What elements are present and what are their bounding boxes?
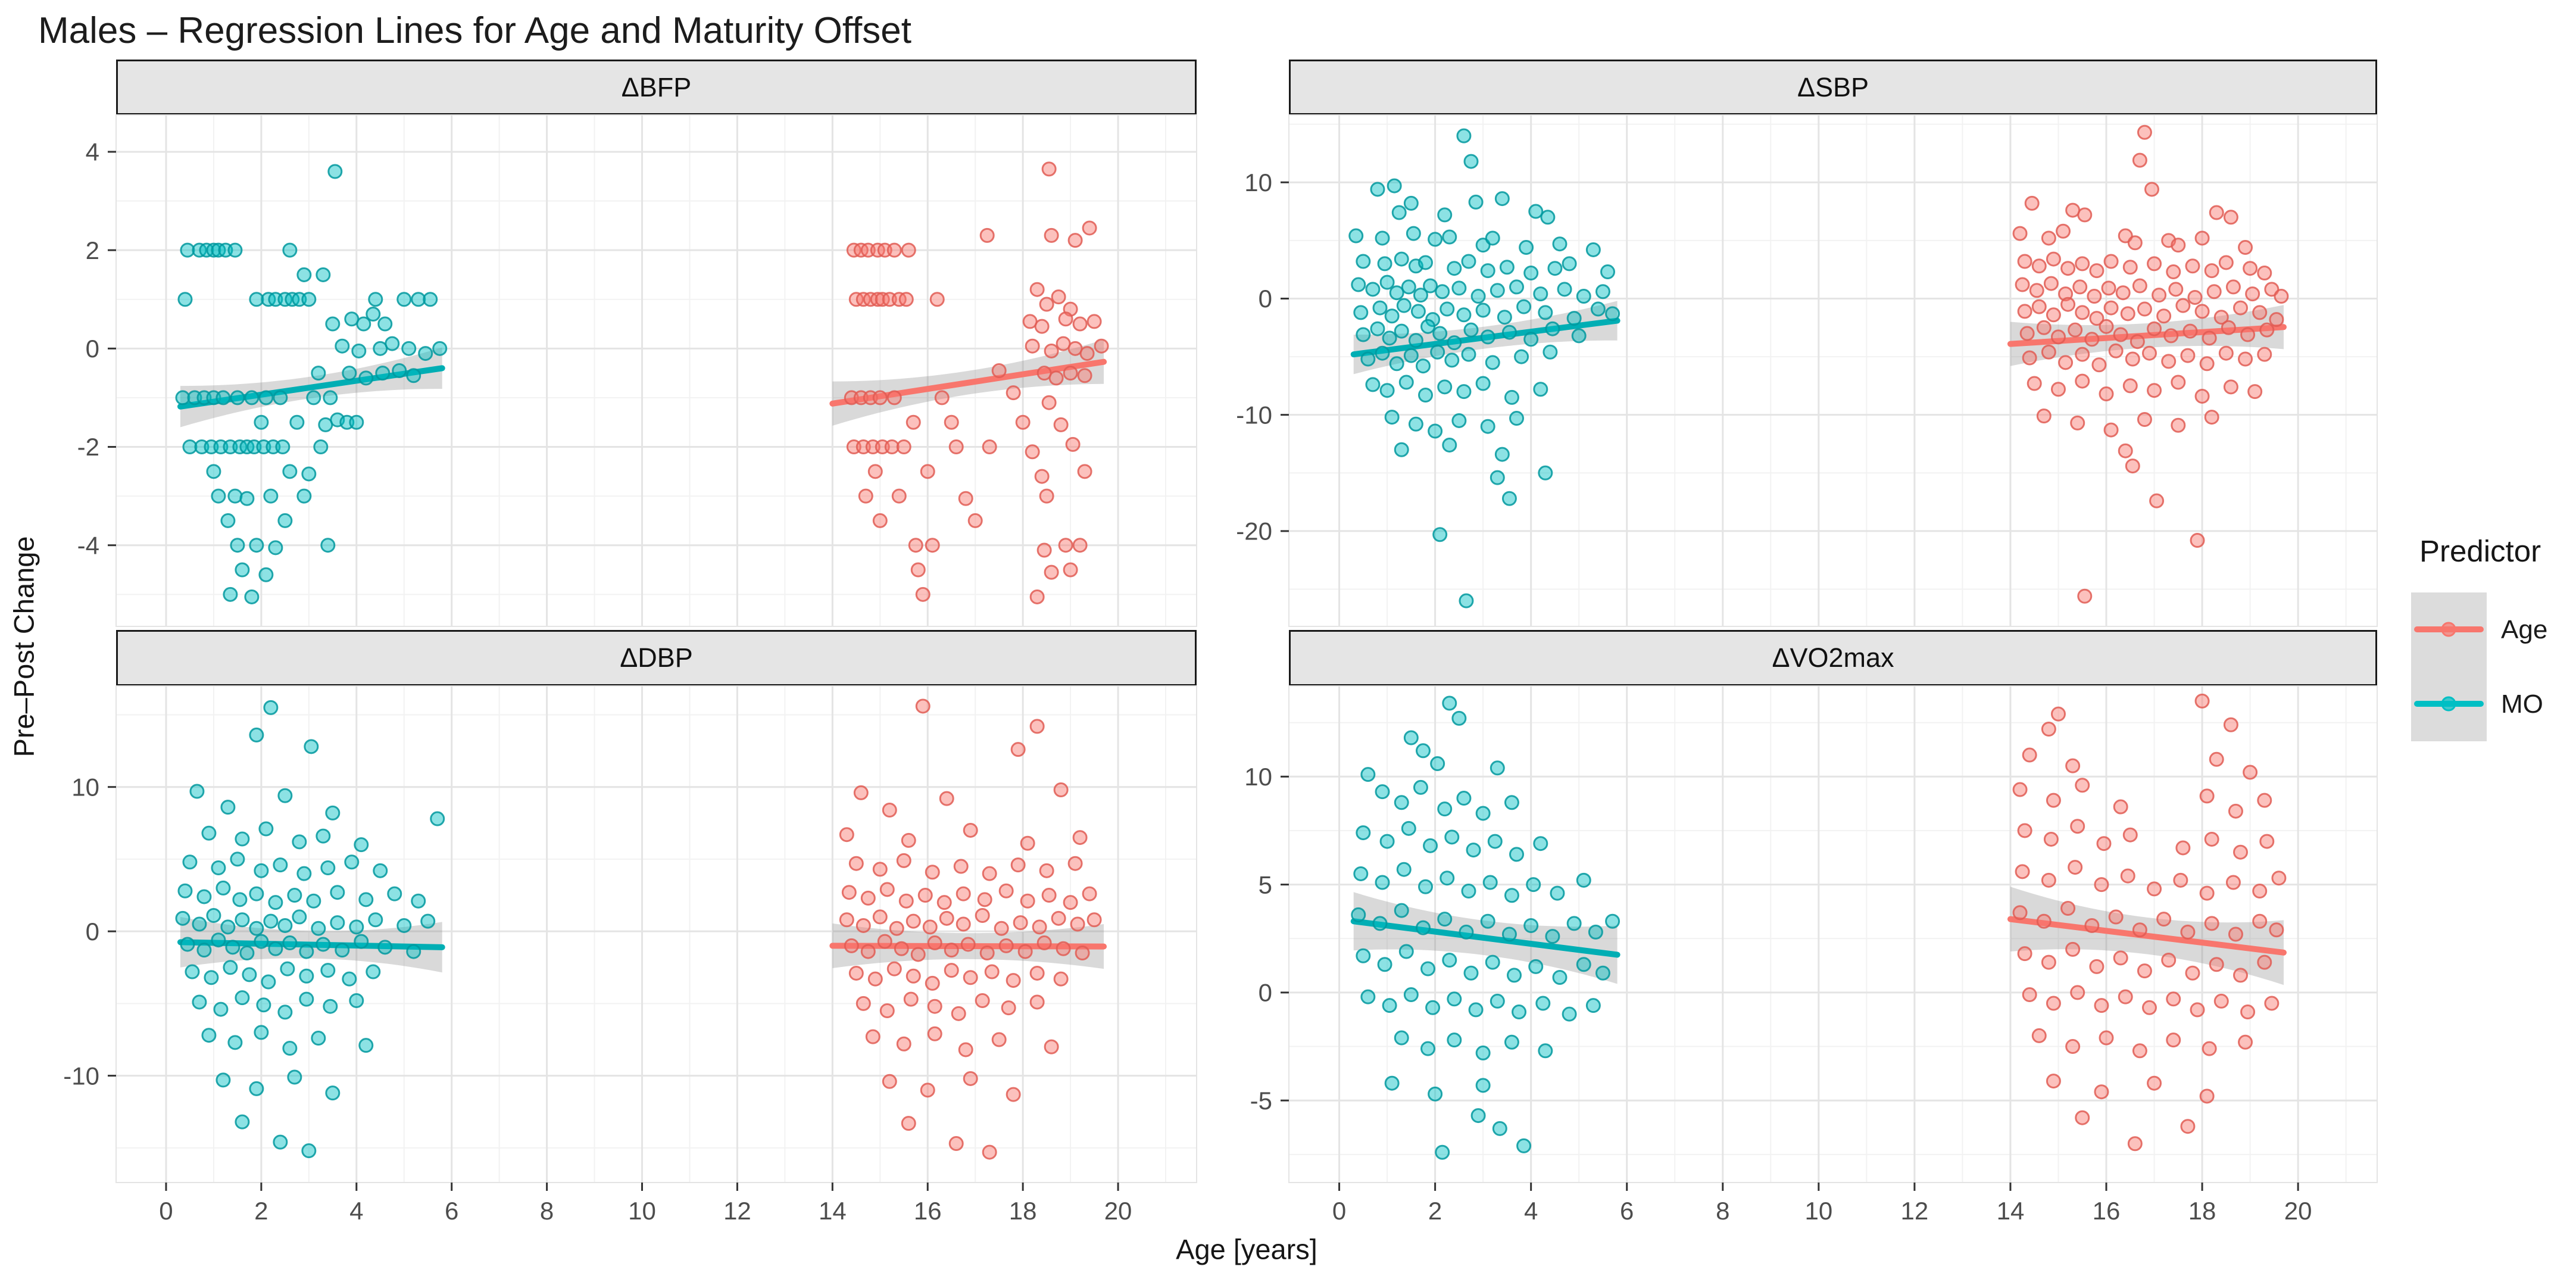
chart-title: Males – Regression Lines for Age and Mat… <box>38 10 911 51</box>
svg-text:6: 6 <box>1620 1197 1634 1225</box>
svg-text:0: 0 <box>1259 979 1272 1007</box>
svg-text:2: 2 <box>1428 1197 1442 1225</box>
legend-key-mo-swatch <box>2411 667 2487 741</box>
svg-text:-2: -2 <box>77 433 99 461</box>
x-axis-title: Age [years] <box>1176 1233 1317 1265</box>
facet-strip-sbp: ΔSBP <box>1289 60 2377 115</box>
svg-text:8: 8 <box>1716 1197 1729 1225</box>
svg-text:16: 16 <box>914 1197 942 1225</box>
svg-text:0: 0 <box>86 335 99 363</box>
svg-text:4: 4 <box>86 138 99 166</box>
svg-text:14: 14 <box>819 1197 847 1225</box>
svg-text:0: 0 <box>1259 285 1272 313</box>
svg-text:8: 8 <box>540 1197 554 1225</box>
legend-label-age: Age <box>2501 614 2548 644</box>
svg-text:-4: -4 <box>77 531 99 559</box>
facet-strip-label: ΔBFP <box>621 71 692 102</box>
svg-text:-20: -20 <box>1236 517 1272 545</box>
facet-strip-label: ΔSBP <box>1797 71 1869 102</box>
legend-keys: Age MO <box>2411 592 2547 741</box>
svg-text:6: 6 <box>445 1197 458 1225</box>
legend-item-mo: MO <box>2411 667 2547 741</box>
svg-text:20: 20 <box>2284 1197 2312 1225</box>
legend-key-age-swatch <box>2411 592 2487 667</box>
svg-text:-5: -5 <box>1250 1087 1272 1115</box>
svg-text:12: 12 <box>723 1197 751 1225</box>
svg-text:16: 16 <box>2093 1197 2121 1225</box>
svg-text:4: 4 <box>349 1197 363 1225</box>
svg-text:2: 2 <box>254 1197 268 1225</box>
legend-label-mo: MO <box>2501 689 2543 719</box>
facet-strip-label: ΔVO2max <box>1772 642 1894 673</box>
svg-text:10: 10 <box>71 773 99 801</box>
svg-text:12: 12 <box>1901 1197 1929 1225</box>
facet-strip-vo2max: ΔVO2max <box>1289 630 2377 686</box>
svg-text:14: 14 <box>1997 1197 2025 1225</box>
svg-text:10: 10 <box>628 1197 656 1225</box>
svg-text:-10: -10 <box>63 1062 99 1090</box>
svg-text:18: 18 <box>2188 1197 2216 1225</box>
svg-text:2: 2 <box>86 236 99 264</box>
facet-strip-bfp: ΔBFP <box>116 60 1197 115</box>
facet-strip-label: ΔDBP <box>620 642 693 673</box>
svg-text:20: 20 <box>1104 1197 1132 1225</box>
svg-text:10: 10 <box>1244 763 1272 791</box>
svg-text:5: 5 <box>1259 871 1272 898</box>
legend-item-age: Age <box>2411 592 2547 667</box>
facet-strip-dbp: ΔDBP <box>116 630 1197 686</box>
svg-text:10: 10 <box>1244 169 1272 196</box>
svg-text:0: 0 <box>159 1197 173 1225</box>
svg-text:0: 0 <box>1332 1197 1346 1225</box>
svg-text:0: 0 <box>86 918 99 946</box>
legend-title: Predictor <box>2419 534 2541 568</box>
svg-text:4: 4 <box>1524 1197 1538 1225</box>
legend: Predictor Age MO <box>2411 534 2547 741</box>
svg-text:10: 10 <box>1804 1197 1832 1225</box>
svg-text:-10: -10 <box>1236 401 1272 429</box>
svg-text:18: 18 <box>1009 1197 1037 1225</box>
